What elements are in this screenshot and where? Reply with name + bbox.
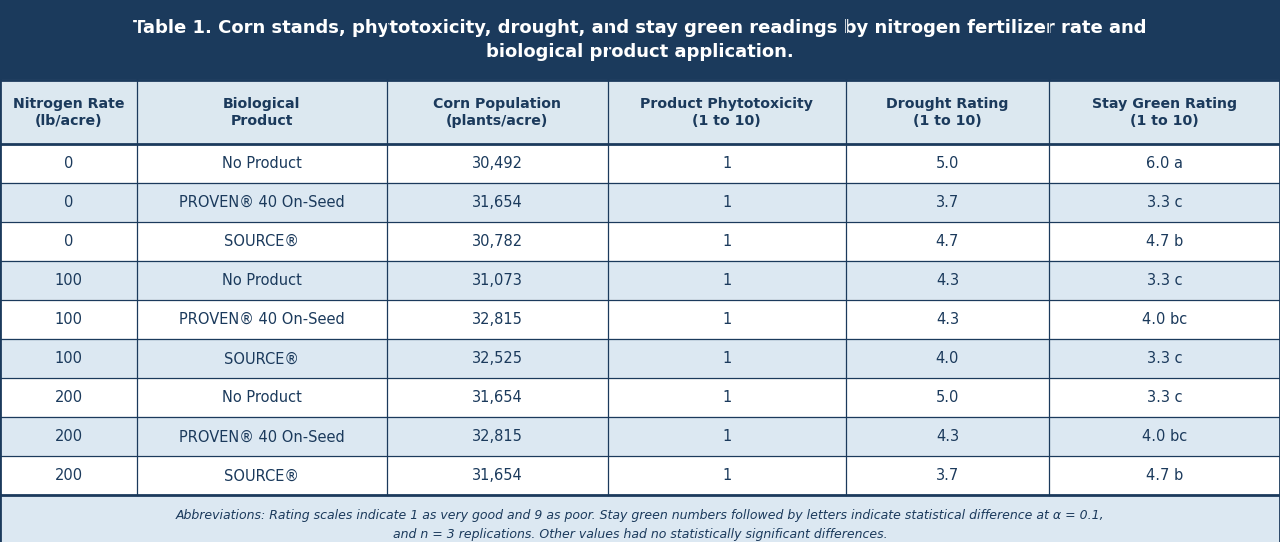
Text: 30,492: 30,492 bbox=[471, 156, 522, 171]
Bar bbox=[0, 300, 1280, 339]
Bar bbox=[0, 144, 1280, 183]
Text: 0: 0 bbox=[64, 156, 73, 171]
Text: 4.7 b: 4.7 b bbox=[1146, 234, 1183, 249]
Text: 200: 200 bbox=[55, 468, 83, 483]
Text: 200: 200 bbox=[55, 429, 83, 444]
Bar bbox=[0, 261, 1280, 300]
Text: Drought Rating
(1 to 10): Drought Rating (1 to 10) bbox=[886, 96, 1009, 128]
Text: 4.0 bc: 4.0 bc bbox=[1142, 312, 1187, 327]
Text: 3.3 c: 3.3 c bbox=[1147, 390, 1183, 405]
Bar bbox=[0, 456, 1280, 495]
Bar bbox=[0, 339, 1280, 378]
Text: 4.0 bc: 4.0 bc bbox=[1142, 429, 1187, 444]
Text: No Product: No Product bbox=[221, 273, 302, 288]
Text: SOURCE®: SOURCE® bbox=[224, 351, 300, 366]
Bar bbox=[0, 495, 1280, 542]
Text: 1: 1 bbox=[722, 156, 731, 171]
Text: Table 1. Corn stands, phytotoxicity, drought, and stay green readings by nitroge: Table 1. Corn stands, phytotoxicity, dro… bbox=[133, 19, 1147, 61]
Text: Stay Green Rating
(1 to 10): Stay Green Rating (1 to 10) bbox=[1092, 96, 1236, 128]
Text: 1: 1 bbox=[722, 273, 731, 288]
Text: PROVEN® 40 On-Seed: PROVEN® 40 On-Seed bbox=[179, 312, 344, 327]
Text: 31,654: 31,654 bbox=[472, 468, 522, 483]
Text: No Product: No Product bbox=[221, 390, 302, 405]
Text: 32,525: 32,525 bbox=[471, 351, 522, 366]
Text: 3.3 c: 3.3 c bbox=[1147, 273, 1183, 288]
Text: 31,654: 31,654 bbox=[472, 195, 522, 210]
Text: 4.0: 4.0 bbox=[936, 351, 959, 366]
Text: Nitrogen Rate
(lb/acre): Nitrogen Rate (lb/acre) bbox=[13, 96, 124, 128]
Text: Product Phytotoxicity
(1 to 10): Product Phytotoxicity (1 to 10) bbox=[640, 96, 813, 128]
Text: Biological
Product: Biological Product bbox=[223, 96, 301, 128]
Bar bbox=[0, 222, 1280, 261]
Text: 1: 1 bbox=[722, 351, 731, 366]
Bar bbox=[0, 417, 1280, 456]
Text: 3.7: 3.7 bbox=[936, 468, 959, 483]
Bar bbox=[0, 0, 1280, 80]
Text: SOURCE®: SOURCE® bbox=[224, 468, 300, 483]
Text: 5.0: 5.0 bbox=[936, 390, 959, 405]
Text: 100: 100 bbox=[55, 273, 83, 288]
Bar bbox=[0, 183, 1280, 222]
Text: 31,073: 31,073 bbox=[472, 273, 522, 288]
Bar bbox=[0, 80, 1280, 144]
Text: 0: 0 bbox=[64, 234, 73, 249]
Text: 4.3: 4.3 bbox=[936, 273, 959, 288]
Text: 1: 1 bbox=[722, 468, 731, 483]
Text: 5.0: 5.0 bbox=[936, 156, 959, 171]
Text: 200: 200 bbox=[55, 390, 83, 405]
Text: 3.7: 3.7 bbox=[936, 195, 959, 210]
Text: No Product: No Product bbox=[221, 156, 302, 171]
Text: 0: 0 bbox=[64, 195, 73, 210]
Text: 100: 100 bbox=[55, 351, 83, 366]
Text: 4.3: 4.3 bbox=[936, 429, 959, 444]
Text: PROVEN® 40 On-Seed: PROVEN® 40 On-Seed bbox=[179, 429, 344, 444]
Text: 1: 1 bbox=[722, 312, 731, 327]
Text: 1: 1 bbox=[722, 429, 731, 444]
Text: SOURCE®: SOURCE® bbox=[224, 234, 300, 249]
Text: 100: 100 bbox=[55, 312, 83, 327]
Text: Corn Population
(plants/acre): Corn Population (plants/acre) bbox=[433, 96, 561, 128]
Bar bbox=[0, 378, 1280, 417]
Text: 31,654: 31,654 bbox=[472, 390, 522, 405]
Text: PROVEN® 40 On-Seed: PROVEN® 40 On-Seed bbox=[179, 195, 344, 210]
Text: 4.7 b: 4.7 b bbox=[1146, 468, 1183, 483]
Text: 32,815: 32,815 bbox=[472, 429, 522, 444]
Text: 1: 1 bbox=[722, 195, 731, 210]
Text: 4.3: 4.3 bbox=[936, 312, 959, 327]
Text: 32,815: 32,815 bbox=[472, 312, 522, 327]
Text: 3.3 c: 3.3 c bbox=[1147, 195, 1183, 210]
Text: 30,782: 30,782 bbox=[471, 234, 522, 249]
Text: 4.7: 4.7 bbox=[936, 234, 959, 249]
Text: 1: 1 bbox=[722, 234, 731, 249]
Text: 1: 1 bbox=[722, 390, 731, 405]
Text: 3.3 c: 3.3 c bbox=[1147, 351, 1183, 366]
Text: Abbreviations: Rating scales indicate 1 as very good and 9 as poor. Stay green n: Abbreviations: Rating scales indicate 1 … bbox=[175, 509, 1105, 541]
Text: 6.0 a: 6.0 a bbox=[1146, 156, 1183, 171]
